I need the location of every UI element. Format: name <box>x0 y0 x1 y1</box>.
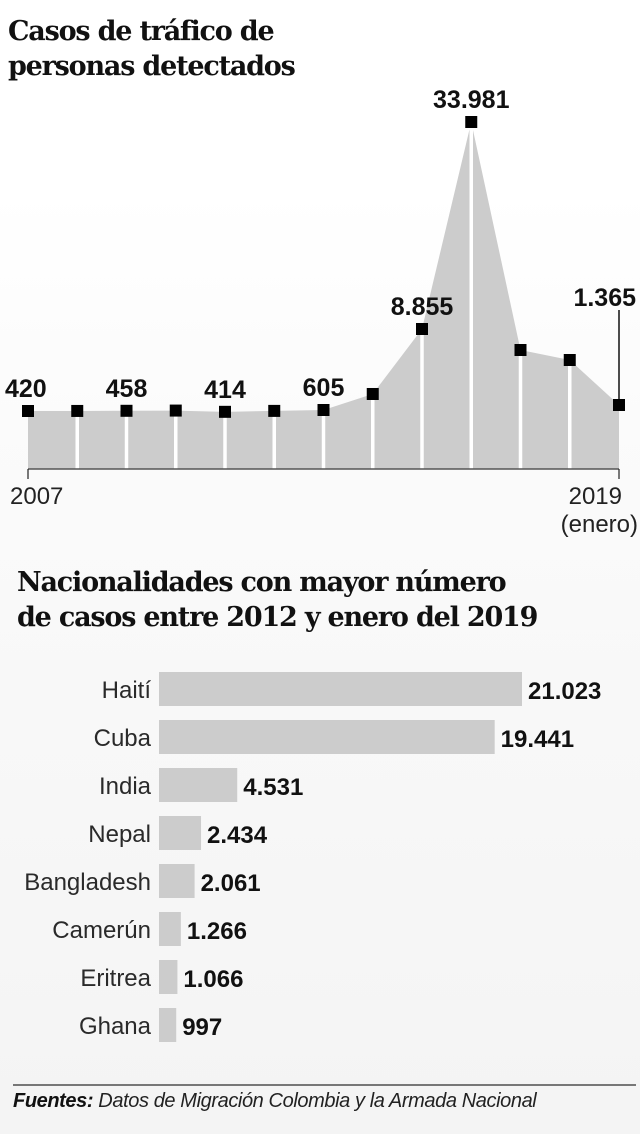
data-label: 33.981 <box>433 86 510 114</box>
bar-chart-title: Nacionalidades con mayor número de casos… <box>17 567 538 633</box>
bar <box>159 864 195 898</box>
category-label: India <box>99 773 152 800</box>
data-point-marker <box>514 344 527 357</box>
value-label: 997 <box>182 1014 222 1041</box>
category-label: Cuba <box>94 725 152 752</box>
data-label: 605 <box>303 374 345 402</box>
bar <box>159 1008 177 1042</box>
bar <box>159 912 181 946</box>
x-tick-note: (enero) <box>561 511 638 538</box>
value-label: 1.266 <box>187 918 247 945</box>
data-point-marker <box>219 405 231 418</box>
data-point-marker <box>613 399 625 411</box>
category-label: Camerún <box>52 917 151 944</box>
x-tick-label: 2007 <box>10 483 63 510</box>
bar-chart: Haití 21.023 Cuba 19.441 India 4.531 Nepal 2.43… <box>24 672 601 1042</box>
data-point-marker <box>465 116 478 128</box>
line-chart: 2007 2019(enero) 420 458 414 605 8.855 33.981 1.… <box>5 86 638 538</box>
line-chart-title: Casos de tráfico de personas detectados <box>8 16 296 82</box>
value-label: 2.434 <box>207 822 268 849</box>
value-label: 2.061 <box>201 870 261 897</box>
value-label: 19.441 <box>501 726 574 753</box>
footer-label: Fuentes: <box>13 1090 94 1112</box>
value-label: 21.023 <box>528 678 601 705</box>
category-label: Bangladesh <box>24 869 151 896</box>
bar <box>159 768 238 802</box>
bar <box>159 960 178 994</box>
category-label: Eritrea <box>80 965 151 992</box>
data-point-marker <box>317 404 330 416</box>
category-label: Haití <box>102 677 152 704</box>
data-label: 1.365 <box>573 284 636 312</box>
data-point-marker <box>268 404 281 417</box>
footer-source: Fuentes: Datos de Migración Colombia y l… <box>13 1090 537 1113</box>
data-label: 414 <box>204 376 246 404</box>
footer-divider <box>13 1084 636 1086</box>
category-label: Nepal <box>88 821 151 848</box>
data-point-marker <box>71 404 84 417</box>
value-label: 4.531 <box>243 774 303 801</box>
value-label: 1.066 <box>183 966 243 993</box>
data-label: 8.855 <box>391 293 454 321</box>
data-label: 420 <box>5 375 47 403</box>
bar <box>159 672 522 706</box>
data-point-marker <box>169 404 182 417</box>
data-point-marker <box>416 323 428 335</box>
x-tick-label: 2019 <box>569 483 622 510</box>
data-point-marker <box>366 387 379 400</box>
bar <box>159 816 202 850</box>
data-point-marker <box>563 353 576 366</box>
data-label: 458 <box>106 375 148 403</box>
bar <box>159 720 495 754</box>
footer-text: Datos de Migración Colombia y la Armada … <box>93 1090 537 1112</box>
data-point-marker <box>22 405 34 417</box>
category-label: Ghana <box>79 1013 152 1040</box>
data-point-marker <box>120 404 133 417</box>
